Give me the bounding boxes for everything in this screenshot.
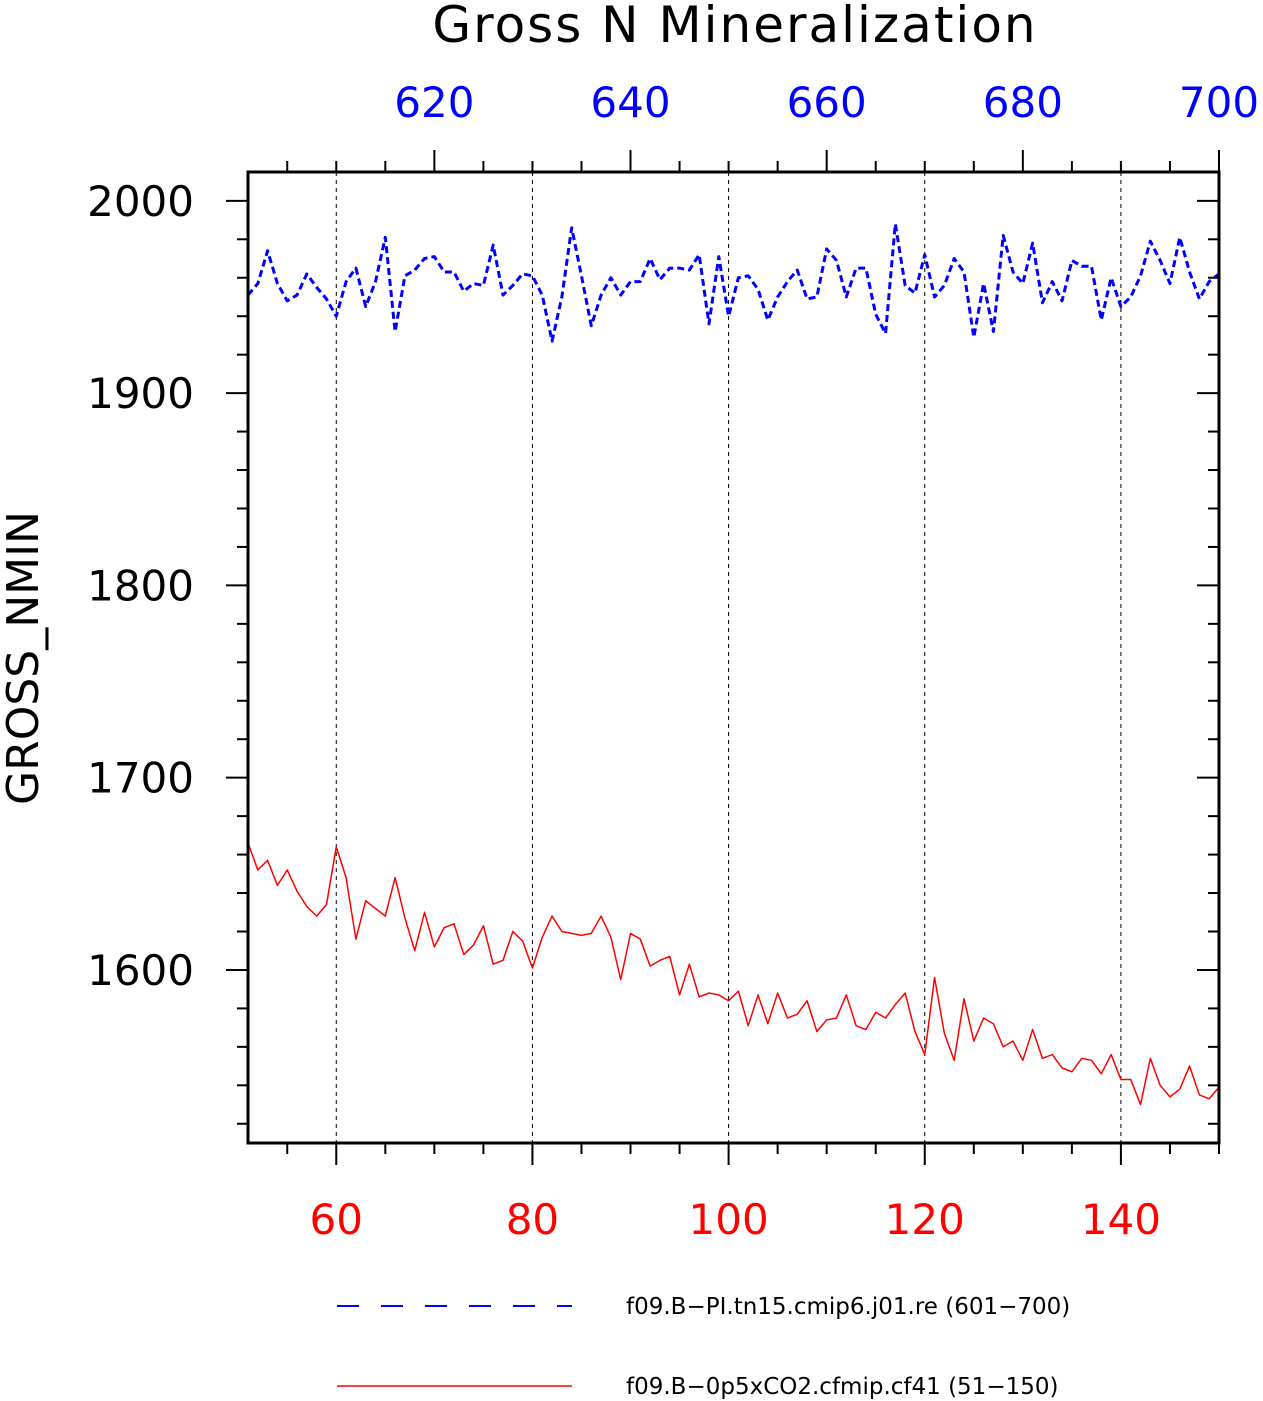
- series-line-2: [247, 842, 1220, 1106]
- x-top-tick-label: 660: [787, 78, 867, 127]
- y-tick-label: 1800: [87, 561, 194, 610]
- x-bottom-tick-label: 120: [885, 1195, 965, 1244]
- plot-frame: [246, 170, 1221, 1145]
- x-top-tick-label: 680: [983, 78, 1063, 127]
- x-bottom-tick-label: 80: [506, 1195, 559, 1244]
- x-top-tick-label: 640: [590, 78, 670, 127]
- y-tick-label: 1600: [87, 946, 194, 995]
- x-top-tick-label: 700: [1179, 78, 1259, 127]
- axes-layer: 1600 1700 1800 1900 2000 60 80 100 120 140 620 640 6…: [87, 78, 1259, 1244]
- y-axis-label: GROSS_NMIN: [0, 511, 49, 805]
- y-tick-label: 1700: [87, 754, 194, 803]
- y-tick-label: 1900: [87, 369, 194, 418]
- chart-title: Gross N Mineralization: [432, 0, 1037, 54]
- legend-label-1: f09.B−PI.tn15.cmip6.j01.re (601−700): [626, 1294, 1070, 1320]
- x-bottom-tick-label: 100: [689, 1195, 769, 1244]
- legend-label-2: f09.B−0p5xCO2.cfmip.cf41 (51−150): [626, 1374, 1058, 1400]
- y-tick-label: 2000: [87, 177, 194, 226]
- series-line-1: [246, 222, 1220, 343]
- x-bottom-tick-label: 60: [310, 1195, 363, 1244]
- x-top-tick-label: 620: [394, 78, 474, 127]
- series-layer: [246, 222, 1220, 1106]
- grid-layer: [335, 172, 1122, 1143]
- x-bottom-tick-label: 140: [1081, 1195, 1161, 1244]
- legend: f09.B−PI.tn15.cmip6.j01.re (601−700) f09.…: [337, 1294, 1070, 1400]
